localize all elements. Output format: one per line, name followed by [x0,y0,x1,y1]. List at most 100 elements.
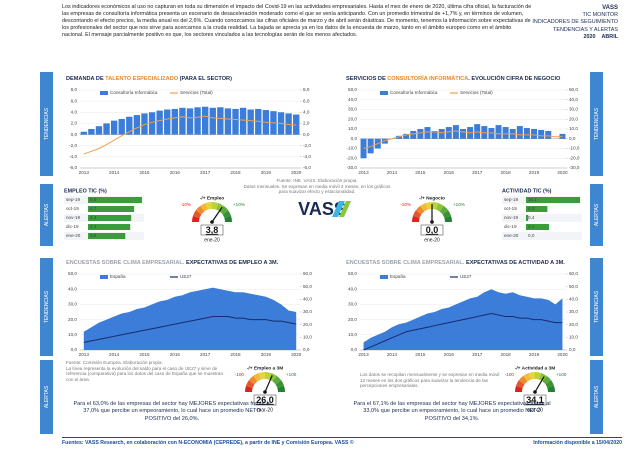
side-label: TENDENCIAS [44,290,50,323]
source: Fuente: Comisión Europea. Elaboración pr… [66,360,163,365]
side-band [590,360,603,434]
x-tick-label: 2013 [358,352,369,357]
y2-tick-label: 6,0 [303,98,310,103]
gauge-segment [444,215,452,222]
y2-tick-label: 30,0 [303,309,312,314]
gauge-segment [542,375,552,385]
y2-tick-label: 20,0 [303,322,312,327]
chart-title: DEMANDA DE TALENTO ESPECIALIZADO (PARA E… [66,76,232,82]
period: 2020 ABRIL [532,34,618,41]
header-line: TENDENCIAS Y ALERTAS [553,26,618,33]
x-tick-label: 2018 [501,170,512,175]
y2-tick-label: 20,0 [569,322,578,327]
gauge-title: -/+ Empleo [200,195,224,201]
bar [285,113,292,135]
y2-tick-label: 0,0 [303,132,310,137]
legend-swatch [380,275,388,279]
y-tick-label: -10,0 [347,146,358,151]
gauge-hub [430,220,434,224]
bar [452,125,459,139]
gauge-date: mar-20 [257,407,273,413]
bar [186,108,194,135]
bar [538,129,545,139]
gauge-segment [219,205,229,215]
y-tick-label: 50,0 [348,87,357,92]
side-band [590,184,603,246]
y2-tick-label: 10,0 [303,335,312,340]
gauge-segment [412,215,420,222]
x-tick-label: 2018 [230,170,241,175]
gauge-segment [420,202,428,212]
side-label: TENDENCIAS [594,290,600,323]
bar-value: 3,8 [90,233,97,238]
side-label: TENDENCIAS [44,107,50,140]
gauge-min: -10% [400,202,411,207]
y2-tick-label: 0,0 [569,136,576,141]
title-part: . EVOLUCIÓN CIFRA DE NEGOCIO [468,74,561,82]
bar [531,129,538,139]
gauge-hub [263,390,267,394]
legend-label: España [110,274,126,279]
gauge-date: ene-20 [204,237,220,243]
gauge-segment [216,202,224,212]
y2-tick-label: 30,0 [569,309,578,314]
gauge-min: -100 [235,372,245,377]
source-note: Fuente: INE. VASS. Elaboración propia. D… [242,178,392,195]
y2-tick-label: -30,0 [569,165,580,170]
x-tick-label: 2013 [79,170,90,175]
x-tick-label: 2018 [501,352,512,357]
y-tick-label: -20,0 [347,155,358,160]
table-bar [526,197,580,203]
gauge-segment [539,372,547,382]
bar [194,107,201,135]
legend-label: Consultoría Informática [390,90,438,95]
bar [232,108,239,135]
y2-tick-label: 60,0 [569,271,578,276]
legend-label: Servicios (Total) [460,90,493,95]
y-tick-label: 50,0 [68,271,77,276]
gauge-segment [258,372,265,380]
side-label: ALERTAS [44,203,50,226]
legend-label: Consultoría Informática [110,90,158,95]
bar [217,107,224,135]
bar [403,133,410,139]
y-tick-label: 0,0 [351,136,358,141]
gauge-value: 0,0 [426,225,439,235]
y-tick-label: 20,0 [348,116,357,121]
line [83,316,297,343]
gauge-segment [515,385,523,392]
side-label: ALERTAS [44,385,50,408]
row-label: sep-19 [504,197,518,202]
title-part: (PARA EL SECTOR) [178,76,232,82]
title-part: TALENTO ESPECIALIZADO [105,76,178,82]
row-label: nov-19 [66,215,80,220]
footer: Fuentes: VASS Research, en colaboración … [62,437,622,446]
side-band [40,360,53,434]
y2-tick-label: 40,0 [569,297,578,302]
conclusion: Para el 67,1% de las empresas del sector… [353,401,551,422]
gauge-segment [192,210,202,218]
row-label: nov-19 [504,215,518,220]
gauge-max: +10% [233,202,245,207]
y-tick-label: 40,0 [348,97,357,102]
row-label: ene-20 [66,233,81,238]
y2-tick-label: 20,0 [569,116,578,121]
x-tick-label: 2016 [170,352,181,357]
bar [247,109,254,135]
gauge-segment [224,215,232,222]
row-bg [502,214,582,222]
y2-tick-label: 50,0 [303,284,312,289]
table-bar [88,233,126,239]
y2-tick-label: -2,0 [303,143,311,148]
y-tick-label: 30,0 [348,302,357,307]
brand: VASS [602,5,618,11]
x-tick-label: 2017 [472,170,483,175]
note: La línea representa la evolución del sal… [66,365,224,383]
x-tick-label: 2019 [529,352,540,357]
bar [445,127,452,139]
y-tick-label: 10,0 [348,126,357,131]
y-tick-label: -6,0 [69,165,77,170]
table-bar [526,206,548,212]
gauge-segment [265,372,272,380]
